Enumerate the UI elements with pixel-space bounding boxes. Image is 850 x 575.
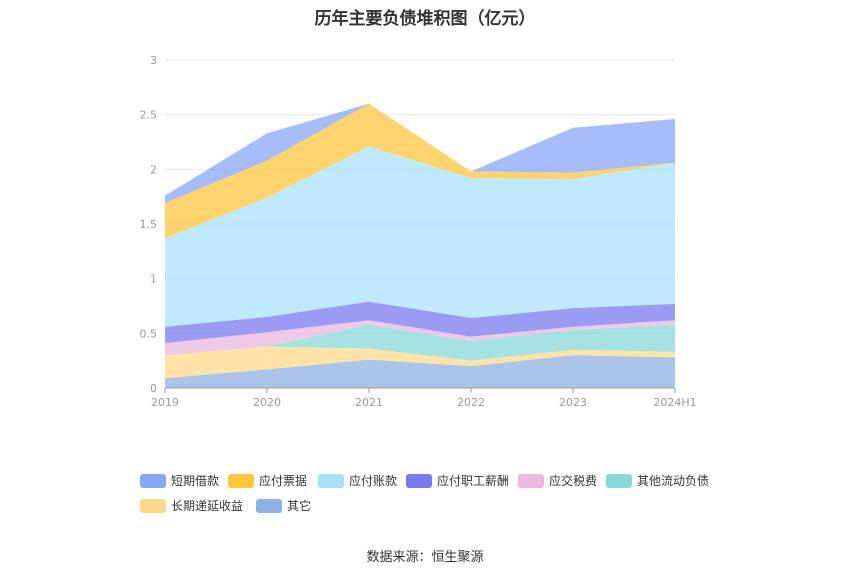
legend-item[interactable]: 短期借款 [140,472,219,489]
legend-label: 短期借款 [171,474,220,488]
legend-item[interactable]: 其他流动负债 [606,472,709,489]
legend-item[interactable]: 应付账款 [318,472,397,489]
y-tick-label: 1 [150,273,157,286]
legend-swatch [256,498,282,513]
x-tick-label: 2020 [253,396,281,409]
area-5 [165,146,675,327]
area-6 [165,103,675,239]
y-tick-label: 1.5 [140,218,158,231]
legend-label: 应交税费 [549,474,598,488]
legend-item[interactable]: 应交税费 [518,472,597,489]
legend-label: 应付票据 [259,474,308,488]
chart-title: 历年主要负债堆积图（亿元） [314,9,536,29]
area-1 [165,346,675,379]
legend-label: 其他流动负债 [637,474,710,488]
area-series [165,103,675,388]
legend-swatch [406,473,432,488]
y-tick-label: 0.5 [140,327,158,340]
legend-swatch [518,473,544,488]
legend-item[interactable]: 其它 [256,497,311,514]
x-tick-label: 2021 [355,396,383,409]
stacked-area-chart: 0 0.5 1 1.5 2 2.5 3 2019 2020 2021 2022 2023 2024H1 [140,54,697,409]
area-4 [165,301,675,344]
y-tick-label: 2 [150,163,157,176]
y-tick-label: 3 [150,54,157,67]
x-tick-label: 2023 [559,396,587,409]
area-0 [165,355,675,388]
legend-swatch [140,473,166,488]
legend-label: 长期递延收益 [171,499,244,513]
legend-item[interactable]: 应付票据 [228,472,307,489]
x-axis: 2019 2020 2021 2022 2023 2024H1 [151,387,697,409]
legend-swatch [606,473,632,488]
y-tick-label: 2.5 [140,109,158,122]
y-axis: 0 0.5 1 1.5 2 2.5 3 [140,54,158,395]
legend-label: 应付账款 [349,474,398,488]
x-tick-label: 2024H1 [653,396,696,409]
legend-item[interactable]: 长期递延收益 [140,497,243,514]
x-tick-label: 2022 [457,396,485,409]
legend-swatch [228,473,254,488]
legend-swatch [318,473,344,488]
area-7 [165,103,675,204]
area-3 [165,320,675,356]
legend-item[interactable]: 应付职工薪酬 [406,472,509,489]
data-source: 数据来源：恒生聚源 [366,550,484,565]
y-tick-label: 0 [150,382,157,395]
x-tick-label: 2019 [151,396,179,409]
area-2 [165,324,675,361]
legend-label: 应付职工薪酬 [437,474,510,488]
legend-label: 其它 [287,499,312,513]
legend-swatch [140,498,166,513]
